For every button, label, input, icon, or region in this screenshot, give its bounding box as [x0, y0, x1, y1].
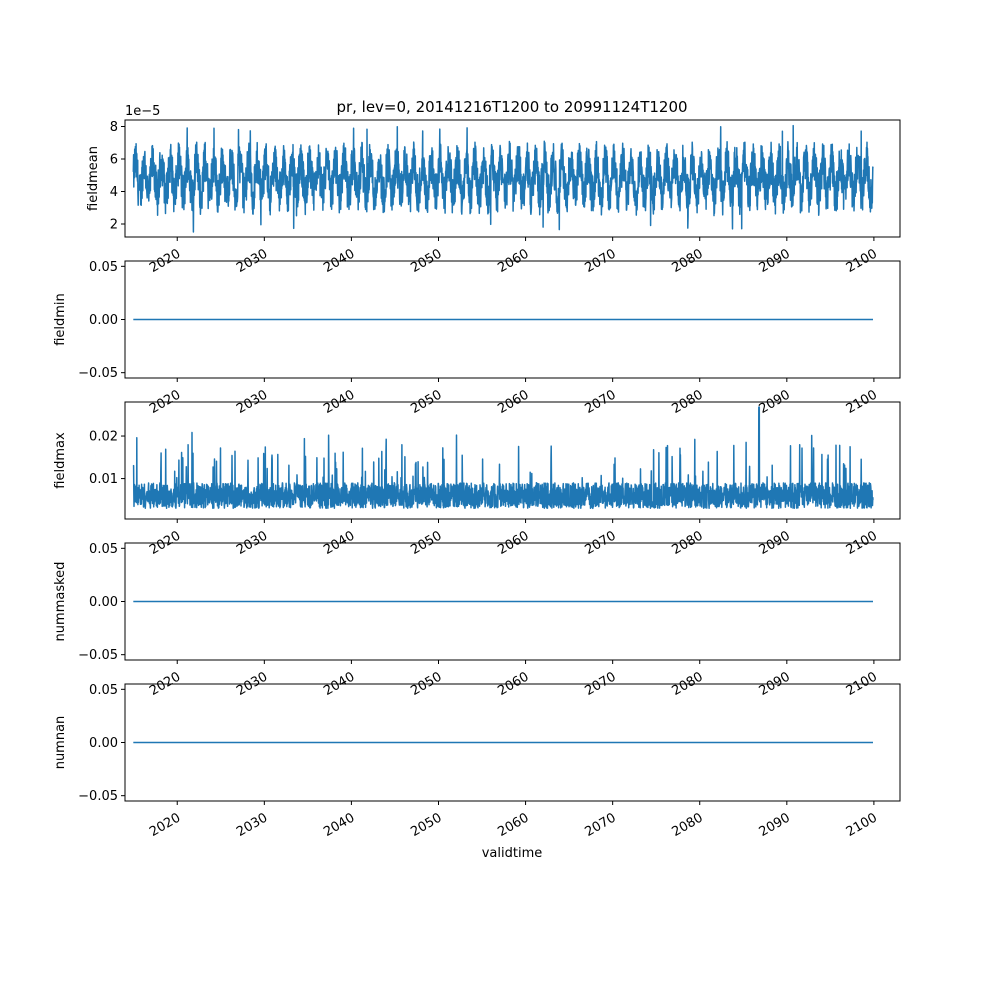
plot-frame — [124, 119, 901, 238]
x-tick-label: 2090 — [757, 810, 793, 840]
x-axis-label: validtime — [482, 846, 543, 861]
plot-frame — [124, 401, 901, 520]
y-tick-label: 2 — [110, 218, 118, 233]
y-axis-label: fieldmean — [86, 146, 101, 211]
y-axis-label: fieldmax — [53, 432, 68, 489]
y-tick-label: 0.00 — [89, 313, 118, 328]
x-tick-label: 2030 — [234, 810, 270, 840]
y-tick-label: 0.05 — [89, 542, 118, 557]
x-tick-label: 2050 — [408, 810, 444, 840]
y-tick-label: 6 — [110, 153, 118, 168]
y-axis-label: fieldmin — [53, 293, 68, 346]
x-tick-label: 2060 — [495, 810, 531, 840]
x-tick-label: 2080 — [670, 810, 706, 840]
y-tick-label: 0.05 — [89, 683, 118, 698]
x-tick-label: 2040 — [321, 810, 357, 840]
y-tick-label: 4 — [110, 185, 118, 200]
series-line-fieldmean — [132, 124, 874, 233]
y-tick-label: 0.02 — [89, 430, 118, 445]
y-tick-label: −0.05 — [78, 366, 118, 381]
y-axis-label: numnan — [53, 716, 68, 770]
y-offset-text: 1e−5 — [125, 104, 160, 119]
x-tick-label: 2100 — [844, 810, 880, 840]
y-tick-label: −0.05 — [78, 648, 118, 663]
y-tick-label: 0.00 — [89, 595, 118, 610]
y-tick-label: 0.00 — [89, 736, 118, 751]
panels-group: 2 4 6 8 1e−5 fieldmean 2020 2030 2040 2050 2060 207… — [53, 104, 901, 840]
y-tick-label: 8 — [110, 120, 118, 135]
series-line-fieldmax — [132, 406, 874, 510]
x-tick-label: 2070 — [582, 810, 618, 840]
x-tick-label: 2020 — [147, 810, 183, 840]
y-tick-label: −0.05 — [78, 789, 118, 804]
chart-title: pr, lev=0, 20141216T1200 to 20991124T120… — [336, 98, 687, 116]
y-tick-label: 0.05 — [89, 260, 118, 275]
y-tick-label: 0.01 — [89, 472, 118, 487]
panel-numnan: −0.05 0.00 0.05 numnan 2020 2030 2040 2050 2060 2… — [53, 683, 901, 840]
y-axis-label: nummasked — [53, 562, 68, 642]
